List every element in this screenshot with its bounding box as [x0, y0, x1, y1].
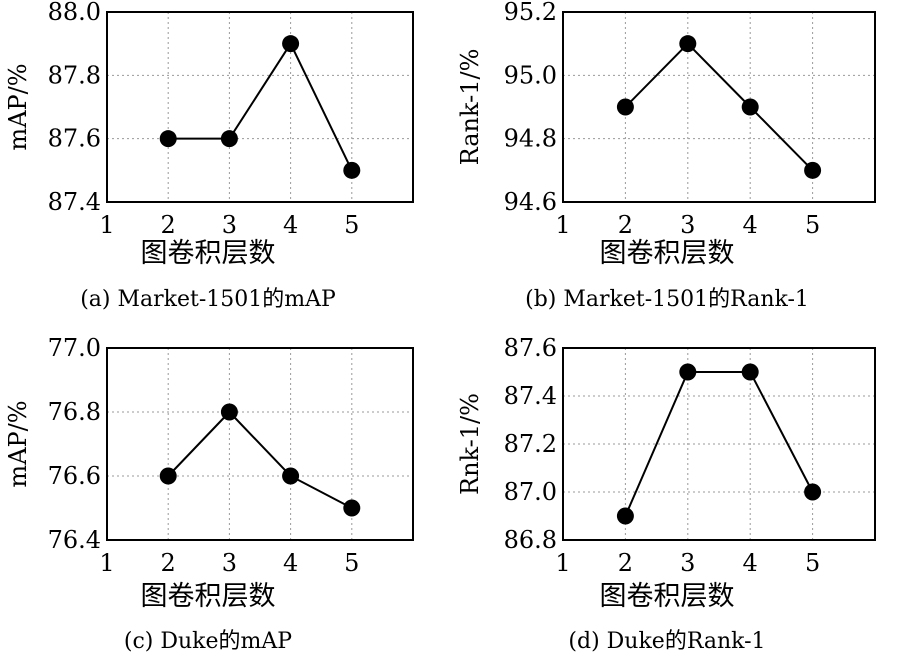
panel-caption: (a) Market-1501的mAP: [80, 287, 336, 312]
data-point-marker: [159, 467, 177, 485]
x-axis-label: 图卷积层数: [141, 238, 276, 269]
y-axis-label: mAP/%: [4, 400, 32, 487]
y-tick-label: 87.6: [48, 125, 101, 153]
panel-caption: (c) Duke的mAP: [124, 629, 292, 654]
y-tick-label: 87.8: [48, 61, 101, 89]
y-tick-label: 88.0: [48, 0, 101, 26]
x-tick-label: 5: [344, 549, 359, 577]
chart-panel-2: 1 2 3 4 5 76.4 76.6 76.8 77.0 mAP/% 图卷积层数 (c) Duke的…: [4, 334, 414, 654]
x-tick-label: 1: [99, 211, 114, 239]
data-point-marker: [282, 467, 300, 485]
x-tick-label: 4: [743, 211, 758, 239]
chart-panel-1: 1 2 3 4 5 94.6 94.8 95.0 95.2 Rank-1/% 图卷积层数 (b) Ma…: [456, 0, 876, 312]
x-tick-label: 3: [680, 211, 695, 239]
x-tick-label: 3: [222, 549, 237, 577]
x-tick-label: 2: [618, 549, 633, 577]
x-tick-label: 3: [222, 211, 237, 239]
y-axis-label: Rnk-1/%: [456, 393, 484, 495]
data-point-marker: [679, 35, 697, 53]
panel-caption: (b) Market-1501的Rank-1: [525, 287, 809, 312]
y-tick-label: 87.2: [504, 430, 557, 458]
data-point-marker: [282, 35, 300, 53]
series-line: [167, 410, 353, 509]
y-tick-label: 86.8: [504, 526, 557, 554]
y-tick-label: 87.6: [504, 334, 557, 362]
data-point-marker: [804, 483, 822, 501]
y-tick-label: 76.6: [48, 462, 101, 490]
data-point-marker: [679, 363, 697, 381]
series-line: [624, 371, 814, 517]
data-point-marker: [159, 130, 177, 148]
data-point-marker: [220, 130, 238, 148]
series-line: [624, 42, 814, 172]
data-point-marker: [741, 363, 759, 381]
x-tick-label: 2: [161, 549, 176, 577]
x-tick-label: 4: [743, 549, 758, 577]
data-point-marker: [804, 161, 822, 179]
y-tick-label: 87.4: [48, 188, 101, 216]
x-tick-label: 4: [283, 211, 298, 239]
y-tick-label: 77.0: [48, 334, 101, 362]
plot-frame: [106, 11, 414, 203]
data-point-marker: [343, 161, 361, 179]
x-tick-label: 5: [344, 211, 359, 239]
y-tick-label: 76.8: [48, 398, 101, 426]
data-point-marker: [343, 499, 361, 517]
plot-frame: [562, 11, 876, 203]
data-point-marker: [741, 98, 759, 116]
x-tick-label: 2: [618, 211, 633, 239]
plot-frame: [106, 347, 414, 541]
plot-frame: [562, 347, 876, 541]
y-tick-label: 87.0: [504, 478, 557, 506]
x-tick-label: 5: [805, 549, 820, 577]
y-tick-label: 87.4: [504, 382, 557, 410]
x-axis-label: 图卷积层数: [141, 581, 276, 612]
y-tick-label: 94.6: [504, 188, 557, 216]
x-tick-label: 1: [555, 549, 570, 577]
y-tick-label: 95.2: [504, 0, 557, 26]
y-tick-label: 76.4: [48, 526, 101, 554]
y-axis-label: Rank-1/%: [456, 49, 484, 166]
y-tick-label: 94.8: [504, 125, 557, 153]
data-point-marker: [616, 507, 634, 525]
data-point-marker: [616, 98, 634, 116]
x-tick-label: 3: [680, 549, 695, 577]
x-axis-label: 图卷积层数: [600, 238, 735, 269]
x-tick-label: 1: [99, 549, 114, 577]
data-point-marker: [220, 403, 238, 421]
series-line: [168, 41, 353, 171]
panel-caption: (d) Duke的Rank-1: [568, 629, 765, 654]
x-tick-label: 2: [161, 211, 176, 239]
chart-panel-3: 1 2 3 4 5 86.8 87.0 87.2 87.4 87.6 Rnk-1/% 图卷积层数 (d)…: [456, 334, 876, 654]
y-tick-label: 95.0: [504, 61, 557, 89]
x-tick-label: 4: [283, 549, 298, 577]
y-axis-label: mAP/%: [4, 63, 32, 150]
x-tick-label: 5: [805, 211, 820, 239]
chart-panel-0: 1 2 3 4 5 87.4 87.6 87.8 88.0 mAP/% 图卷积层数 (a) Marke…: [4, 0, 414, 312]
x-axis-label: 图卷积层数: [600, 581, 735, 612]
x-tick-label: 1: [555, 211, 570, 239]
